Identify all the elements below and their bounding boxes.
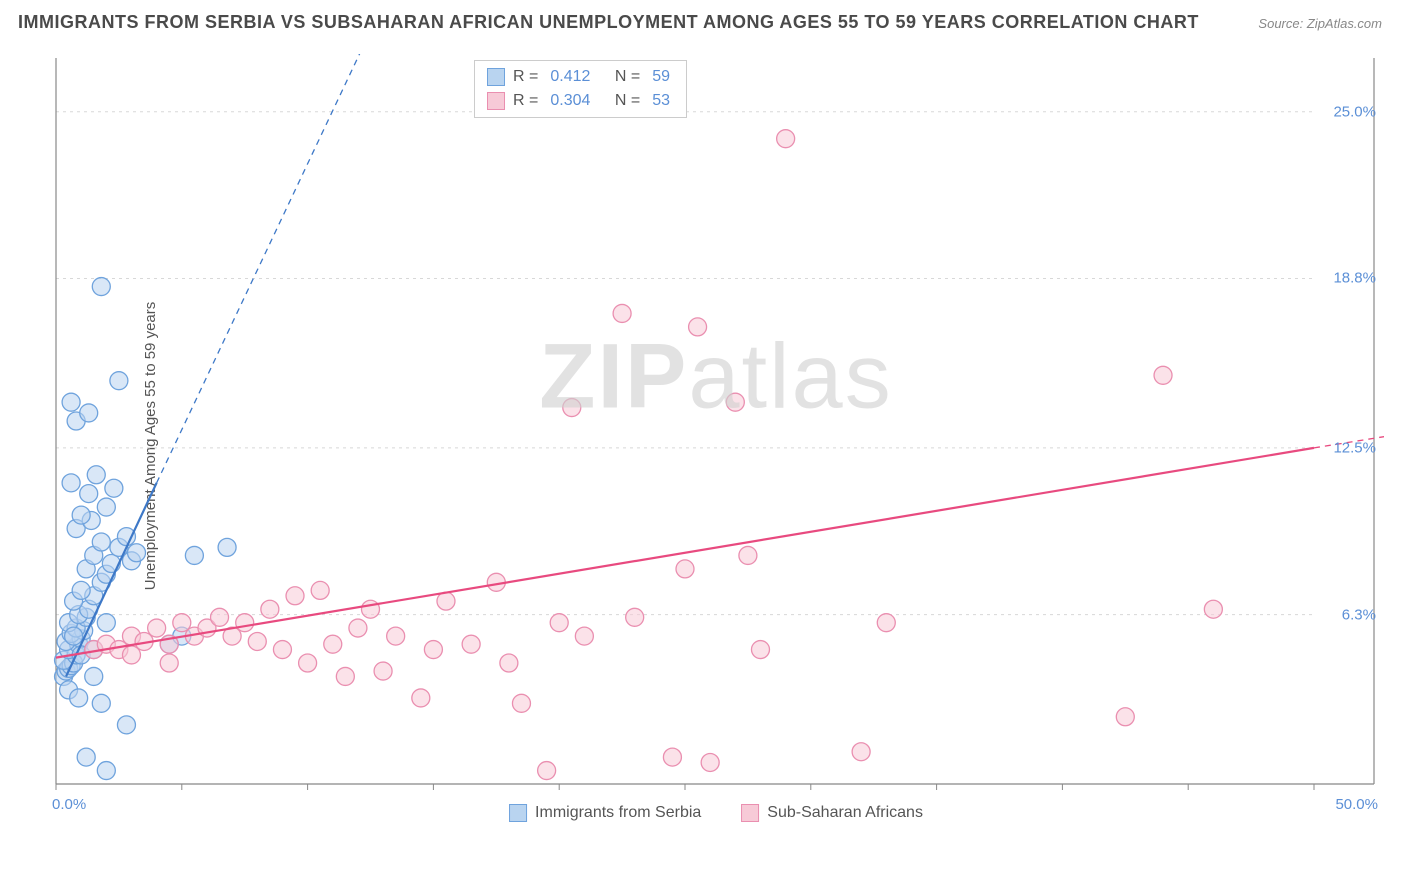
correlation-legend: R = 0.412 N = 59 R = 0.304 N = 53 xyxy=(474,60,687,118)
chart-svg xyxy=(48,54,1384,824)
legend-swatch-ssa xyxy=(487,92,505,110)
series-legend: Immigrants from Serbia Sub-Saharan Afric… xyxy=(509,804,923,822)
legend-r-value-1: 0.412 xyxy=(550,65,590,89)
source-prefix: Source: xyxy=(1258,16,1303,31)
plot-area: ZIPatlas R = 0.412 N = 59 R = 0.304 N = … xyxy=(48,54,1384,824)
legend-r-label-2: R = xyxy=(513,89,538,113)
chart-title: IMMIGRANTS FROM SERBIA VS SUBSAHARAN AFR… xyxy=(18,12,1199,33)
legend-row-1: R = 0.412 N = 59 xyxy=(487,65,674,89)
legend-label-ssa: Sub-Saharan Africans xyxy=(767,804,923,822)
source-label: Source: ZipAtlas.com xyxy=(1258,16,1382,31)
legend-swatch-serbia xyxy=(487,68,505,86)
legend-r-label-1: R = xyxy=(513,65,538,89)
legend-n-label-2: N = xyxy=(615,89,640,113)
legend-item-ssa: Sub-Saharan Africans xyxy=(741,804,923,822)
ytick-label: 6.3% xyxy=(1342,606,1376,623)
legend-n-value-1: 59 xyxy=(652,65,670,89)
source-value: ZipAtlas.com xyxy=(1307,16,1382,31)
xtick-end: 50.0% xyxy=(1335,796,1378,813)
legend-swatch-serbia-bottom xyxy=(509,804,527,822)
legend-n-value-2: 53 xyxy=(652,89,670,113)
ytick-label: 25.0% xyxy=(1333,103,1376,120)
legend-item-serbia: Immigrants from Serbia xyxy=(509,804,701,822)
legend-r-value-2: 0.304 xyxy=(550,89,590,113)
xtick-start: 0.0% xyxy=(52,796,86,813)
legend-label-serbia: Immigrants from Serbia xyxy=(535,804,701,822)
ytick-label: 18.8% xyxy=(1333,270,1376,287)
legend-n-label-1: N = xyxy=(615,65,640,89)
legend-row-2: R = 0.304 N = 53 xyxy=(487,89,674,113)
ytick-label: 12.5% xyxy=(1333,439,1376,456)
legend-swatch-ssa-bottom xyxy=(741,804,759,822)
